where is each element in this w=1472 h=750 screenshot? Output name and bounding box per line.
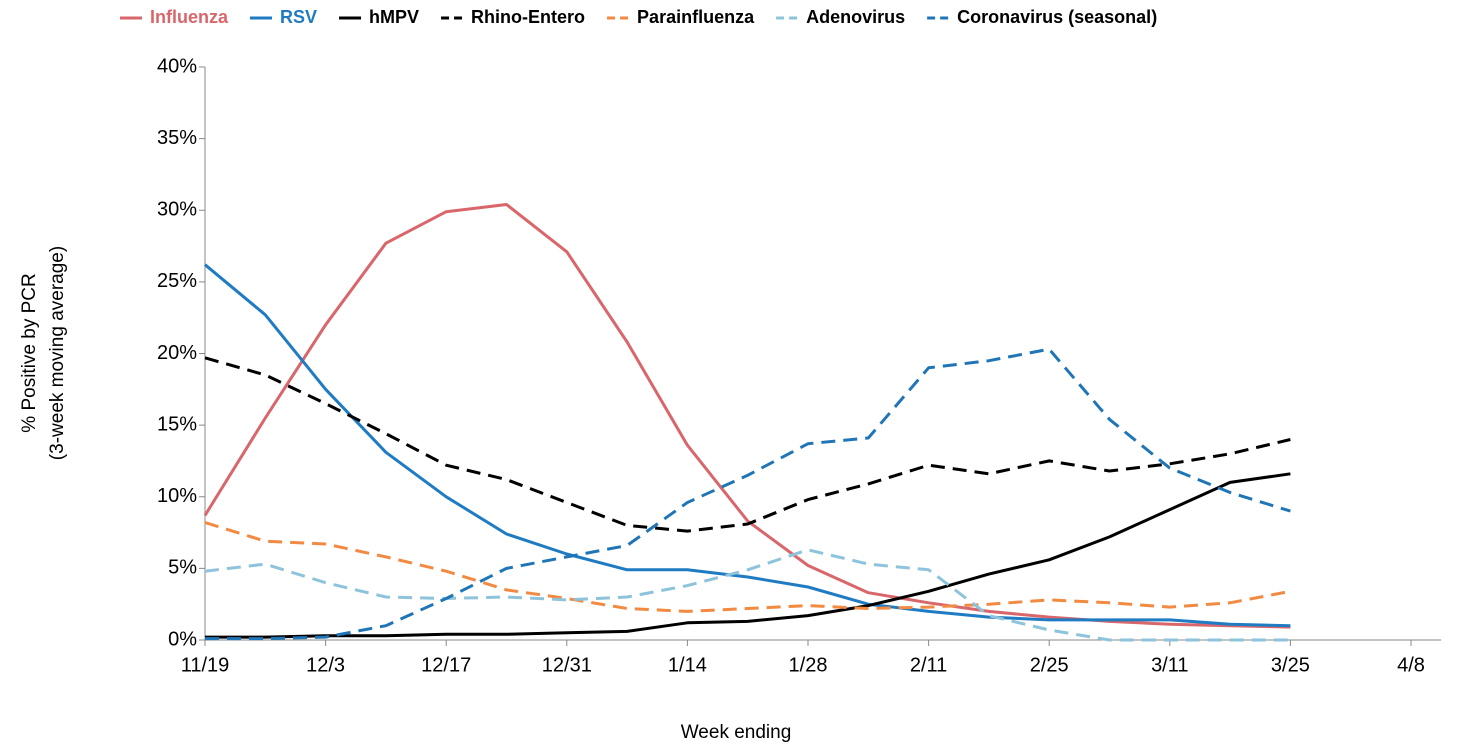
x-tick-label: 12/31 (542, 654, 592, 676)
legend-label: Influenza (150, 7, 229, 27)
x-tick-label: 2/25 (1030, 654, 1069, 676)
y-tick-label: 30% (157, 199, 197, 221)
y-axis-title: % Positive by PCR (19, 273, 40, 432)
series-line (205, 347, 1291, 641)
x-tick-label: 11/19 (181, 654, 230, 676)
series-line (203, 203, 1291, 629)
x-tick-label: 4/8 (1397, 654, 1425, 676)
y-tick-label: 20% (157, 342, 197, 364)
series-line (204, 521, 1291, 613)
series-line (204, 548, 1291, 642)
legend-label: RSV (280, 7, 317, 27)
y-tick-label: 15% (157, 413, 197, 435)
series-line (205, 472, 1291, 639)
x-tick-label: 1/28 (789, 654, 828, 676)
y-tick-label: 25% (157, 270, 197, 292)
series-line (204, 263, 1291, 628)
series-line (204, 356, 1291, 533)
x-tick-label: 1/14 (668, 654, 707, 676)
legend-label: Parainfluenza (637, 7, 755, 27)
y-axis-title: (3-week moving average) (47, 246, 68, 460)
x-tick-label: 12/3 (306, 654, 345, 676)
legend-label: Rhino-Entero (471, 7, 585, 27)
x-tick-label: 2/11 (910, 654, 947, 676)
legend-label: hMPV (369, 7, 419, 27)
y-tick-label: 0% (168, 628, 197, 650)
y-tick-label: 5% (168, 557, 197, 579)
x-axis-title: Week ending (681, 722, 792, 743)
y-tick-label: 40% (157, 55, 197, 77)
y-tick-label: 10% (157, 485, 197, 507)
legend-label: Adenovirus (806, 7, 905, 27)
x-tick-label: 3/11 (1151, 654, 1188, 676)
legend-label: Coronavirus (seasonal) (957, 7, 1157, 27)
y-tick-label: 35% (157, 127, 197, 149)
x-tick-label: 12/17 (421, 654, 471, 676)
x-tick-label: 3/25 (1271, 654, 1310, 676)
